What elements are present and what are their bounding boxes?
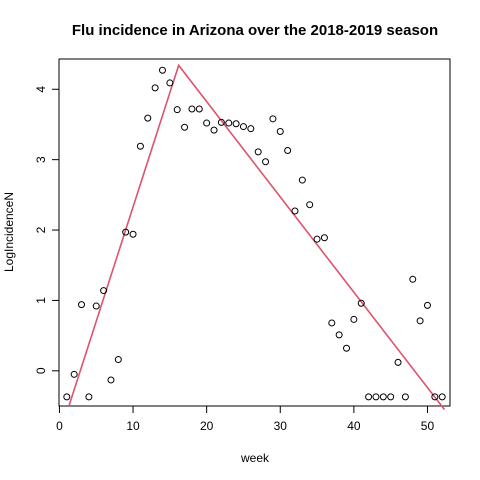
data-point bbox=[269, 115, 277, 123]
data-point bbox=[203, 119, 211, 127]
y-tick-label: 4 bbox=[34, 86, 48, 93]
data-point bbox=[100, 287, 108, 295]
chart-title: Flu incidence in Arizona over the 2018-2… bbox=[72, 22, 438, 39]
x-tick-label: 50 bbox=[421, 419, 435, 433]
y-tick-label: 2 bbox=[34, 226, 48, 233]
data-point bbox=[328, 319, 336, 327]
data-point bbox=[387, 393, 395, 401]
data-point bbox=[320, 234, 328, 242]
data-point bbox=[379, 393, 387, 401]
data-point bbox=[136, 142, 144, 150]
data-point bbox=[158, 66, 166, 74]
data-points bbox=[63, 66, 446, 401]
data-point bbox=[70, 370, 78, 378]
x-axis-label: week bbox=[240, 451, 270, 465]
data-point bbox=[232, 120, 240, 128]
data-point bbox=[365, 393, 373, 401]
data-point bbox=[114, 356, 122, 364]
y-tick-label: 0 bbox=[34, 367, 48, 374]
data-point bbox=[335, 331, 343, 339]
x-tick-label: 40 bbox=[347, 419, 361, 433]
data-point bbox=[401, 393, 409, 401]
data-point bbox=[284, 147, 292, 155]
data-point bbox=[306, 201, 314, 209]
y-axis: 0 1 2 3 4 bbox=[34, 86, 60, 374]
data-point bbox=[247, 125, 255, 133]
data-point bbox=[313, 235, 321, 243]
data-point bbox=[195, 105, 203, 113]
data-point bbox=[438, 393, 446, 401]
data-point bbox=[357, 299, 365, 307]
data-point bbox=[225, 119, 233, 127]
data-point bbox=[298, 176, 306, 184]
data-point bbox=[129, 230, 137, 238]
data-point bbox=[63, 393, 71, 401]
data-point bbox=[181, 123, 189, 131]
x-tick-label: 10 bbox=[126, 419, 140, 433]
x-tick-label: 0 bbox=[56, 419, 63, 433]
data-point bbox=[239, 123, 247, 131]
data-point bbox=[254, 148, 262, 156]
data-point bbox=[262, 158, 270, 166]
data-point bbox=[188, 105, 196, 113]
y-axis-label: LogIncidenceN bbox=[2, 192, 16, 272]
data-point bbox=[291, 207, 299, 215]
data-point bbox=[394, 358, 402, 366]
data-point bbox=[107, 376, 115, 384]
data-point bbox=[92, 302, 100, 310]
data-point bbox=[151, 84, 159, 92]
data-point bbox=[372, 393, 380, 401]
data-point bbox=[431, 393, 439, 401]
data-point bbox=[343, 344, 351, 352]
data-point bbox=[416, 317, 424, 325]
data-point bbox=[85, 393, 93, 401]
data-point bbox=[217, 118, 225, 126]
x-tick-label: 20 bbox=[200, 419, 214, 433]
data-point bbox=[423, 301, 431, 309]
data-point bbox=[78, 301, 86, 309]
data-point bbox=[173, 106, 181, 114]
data-point bbox=[166, 79, 174, 87]
data-point bbox=[350, 315, 358, 323]
data-point bbox=[122, 228, 130, 236]
x-axis: 0 10 20 30 40 50 bbox=[56, 405, 435, 433]
data-point bbox=[144, 114, 152, 122]
y-tick-label: 3 bbox=[34, 156, 48, 163]
data-point bbox=[210, 126, 218, 134]
y-tick-label: 1 bbox=[34, 297, 48, 304]
x-tick-label: 30 bbox=[274, 419, 288, 433]
data-point bbox=[276, 127, 284, 135]
data-point bbox=[409, 275, 417, 283]
